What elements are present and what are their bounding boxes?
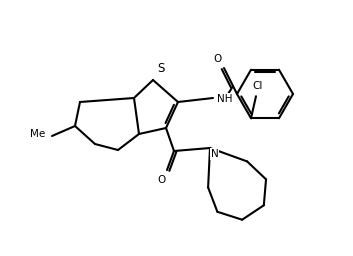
Text: NH: NH	[217, 94, 233, 104]
Text: N: N	[211, 149, 219, 159]
Text: Cl: Cl	[253, 81, 263, 91]
Text: O: O	[214, 54, 222, 64]
Text: Me: Me	[30, 129, 45, 139]
Text: S: S	[157, 62, 164, 75]
Text: O: O	[158, 175, 166, 185]
